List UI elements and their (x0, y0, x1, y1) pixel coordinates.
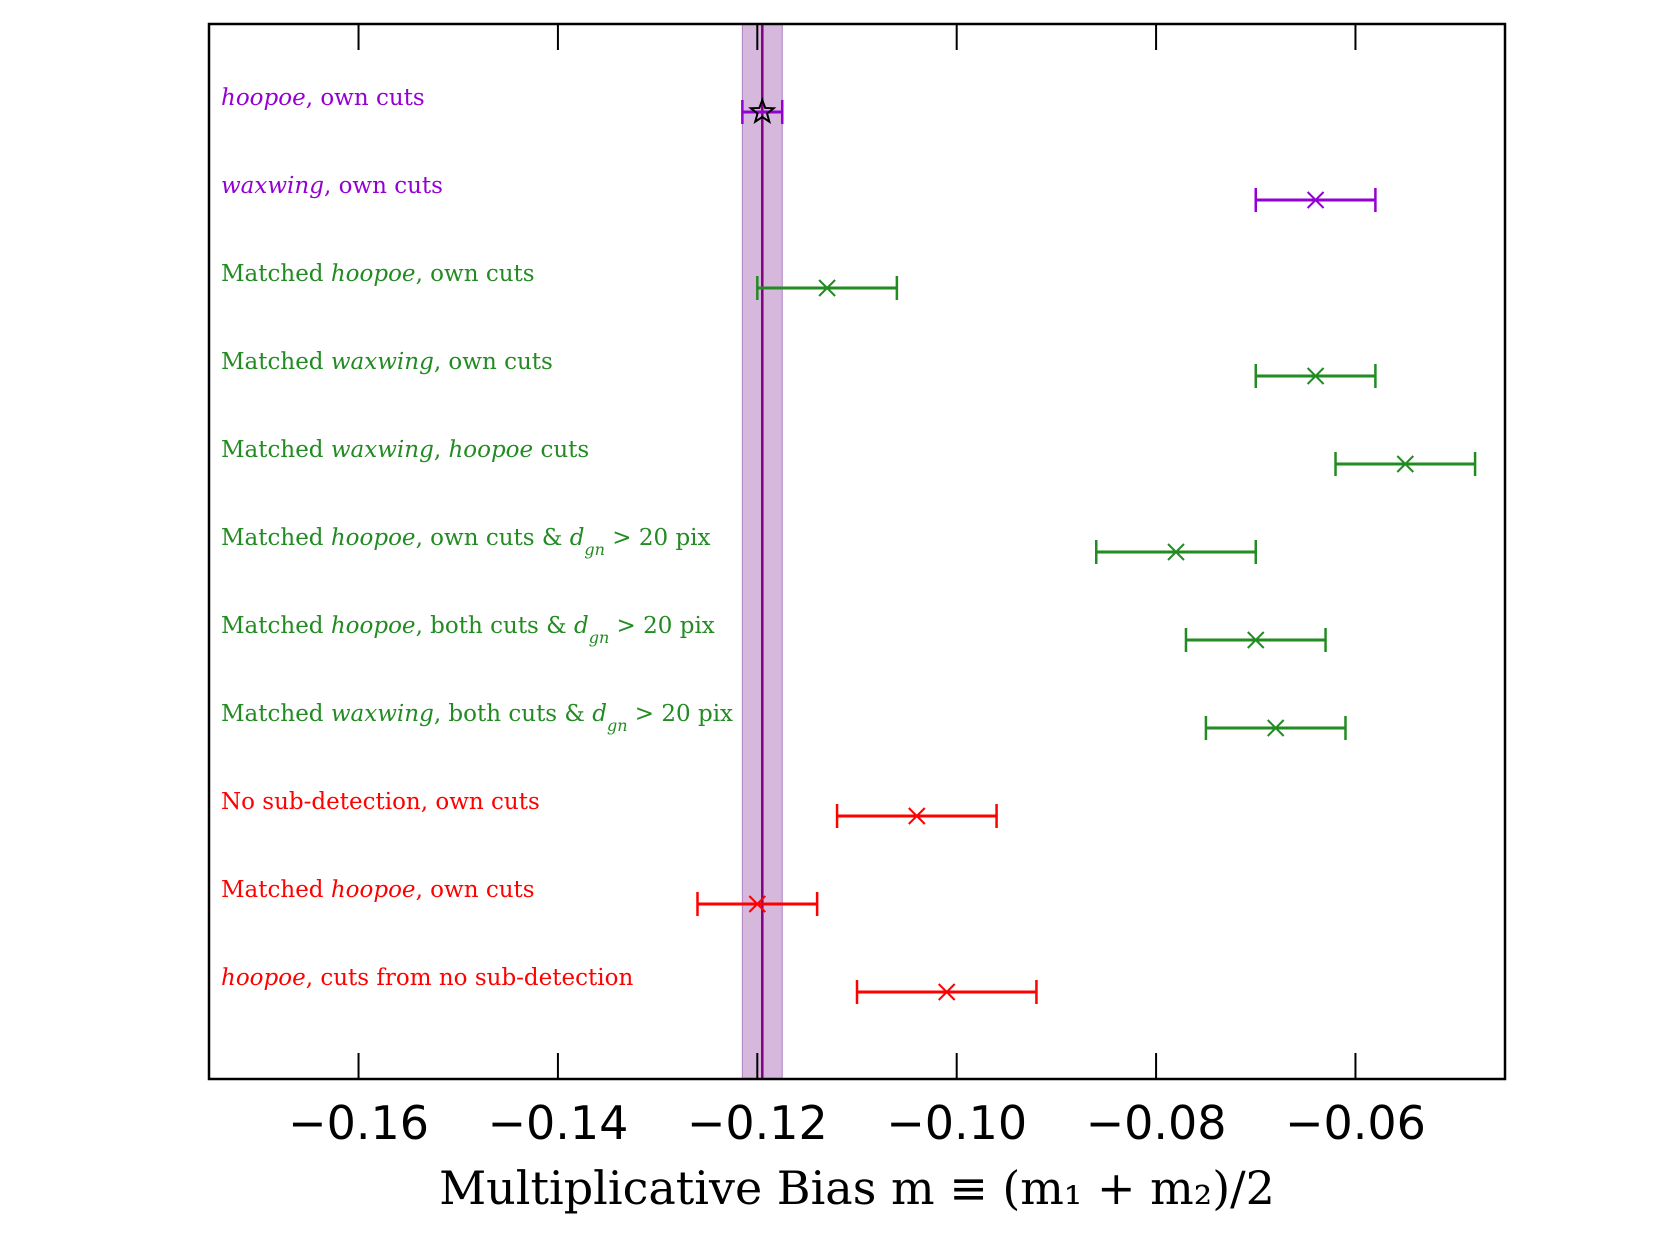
x-axis-title: Multiplicative Bias m ≡ (m₁ + m₂)/2 (439, 1161, 1275, 1215)
data-row: No sub-detection, own cuts (221, 789, 998, 828)
row-label-part: hoopoe (331, 261, 416, 287)
row-label-part: , own cuts (434, 349, 553, 375)
x-tick-label: −0.10 (886, 1096, 1027, 1150)
data-row: Matched waxwing, own cuts (221, 349, 1377, 388)
data-row: hoopoe, cuts from no sub-detection (221, 965, 1038, 1004)
row-label: Matched hoopoe, own cuts (221, 877, 535, 903)
row-label: Matched waxwing, hoopoe cuts (221, 437, 589, 463)
row-label: Matched hoopoe, both cuts & dgn > 20 pix (221, 613, 715, 647)
row-label: waxwing, own cuts (221, 173, 443, 199)
row-label-part: Matched (221, 261, 331, 287)
row-label-subscript: gn (589, 628, 610, 647)
row-label: Matched waxwing, both cuts & dgn > 20 pi… (221, 701, 733, 735)
data-row: Matched waxwing, both cuts & dgn > 20 pi… (221, 701, 1347, 740)
row-label-part: waxwing (331, 349, 434, 375)
row-label-part: hoopoe (221, 965, 306, 991)
x-marker (938, 983, 956, 1001)
plot-frame (207, 22, 1507, 1081)
row-label-part: , own cuts & (416, 525, 570, 551)
row-label-part: , both cuts & (434, 701, 592, 727)
row-label-part: , own cuts (306, 85, 425, 111)
x-ticks: −0.16 −0.14 −0.12 −0.10 −0.08 −0.06 (288, 24, 1426, 1150)
row-label-part: hoopoe (331, 613, 416, 639)
x-marker (1306, 367, 1325, 385)
row-label-part: No sub-detection, own cuts (221, 789, 540, 815)
data-row: Matched waxwing, hoopoe cuts (221, 437, 1477, 476)
row-label-part: Matched (221, 877, 331, 903)
row-label: hoopoe, own cuts (221, 85, 425, 111)
row-label-part: waxwing (331, 437, 434, 463)
data-row: Matched hoopoe, own cuts (221, 261, 899, 300)
row-label-part: , own cuts (416, 261, 535, 287)
row-label-part: , own cuts (324, 173, 443, 199)
reference-band-layer (741, 23, 783, 1080)
data-row: Matched hoopoe, own cuts (221, 877, 819, 916)
x-marker (1267, 719, 1285, 737)
row-label-part: d (592, 701, 607, 727)
x-marker (748, 895, 767, 913)
row-label-part: d (574, 613, 589, 639)
row-label-part: cuts (533, 437, 589, 463)
row-label-subscript: gn (607, 716, 628, 735)
row-label-part: > 20 pix (605, 525, 711, 551)
data-row: Matched hoopoe, both cuts & dgn > 20 pix (221, 613, 1327, 652)
x-tick-label: −0.08 (1086, 1096, 1227, 1150)
row-label-part: Matched (221, 613, 331, 639)
row-label-part: hoopoe (221, 85, 306, 111)
data-row: waxwing, own cuts (221, 173, 1377, 212)
x-tick-label: −0.06 (1285, 1096, 1426, 1150)
row-label-part: Matched (221, 349, 331, 375)
row-label: Matched hoopoe, own cuts (221, 261, 535, 287)
x-marker (1167, 543, 1185, 561)
x-marker (1306, 191, 1325, 209)
row-label-part: d (570, 525, 585, 551)
row-label-part: waxwing (221, 173, 324, 199)
x-marker (1247, 631, 1265, 649)
x-tick-label: −0.16 (288, 1096, 429, 1150)
row-label: Matched waxwing, own cuts (221, 349, 553, 375)
star-marker (748, 97, 777, 125)
row-label-part: > 20 pix (609, 613, 715, 639)
x-marker (1396, 455, 1415, 473)
row-label-part: , (434, 437, 449, 463)
x-marker (908, 807, 926, 825)
row-label-part: , both cuts & (416, 613, 574, 639)
row-label-part: Matched (221, 437, 331, 463)
data-row: Matched hoopoe, own cuts & dgn > 20 pix (221, 525, 1258, 564)
row-label-part: hoopoe (448, 437, 533, 463)
x-tick-label: −0.12 (687, 1096, 828, 1150)
x-tick-label: −0.14 (487, 1096, 628, 1150)
row-label-part: , own cuts (416, 877, 535, 903)
data-row: hoopoe, own cuts (221, 85, 784, 125)
row-label-subscript: gn (584, 540, 605, 559)
row-label: Matched hoopoe, own cuts & dgn > 20 pix (221, 525, 711, 559)
row-label-part: Matched (221, 525, 331, 551)
row-label: hoopoe, cuts from no sub-detection (221, 965, 633, 991)
row-label-part: waxwing (331, 701, 434, 727)
row-label-part: , cuts from no sub-detection (306, 965, 634, 991)
x-marker (818, 279, 836, 297)
row-label-part: Matched (221, 701, 331, 727)
row-label-part: hoopoe (331, 877, 416, 903)
row-label: No sub-detection, own cuts (221, 789, 540, 815)
row-label-part: hoopoe (331, 525, 416, 551)
row-label-part: > 20 pix (628, 701, 734, 727)
